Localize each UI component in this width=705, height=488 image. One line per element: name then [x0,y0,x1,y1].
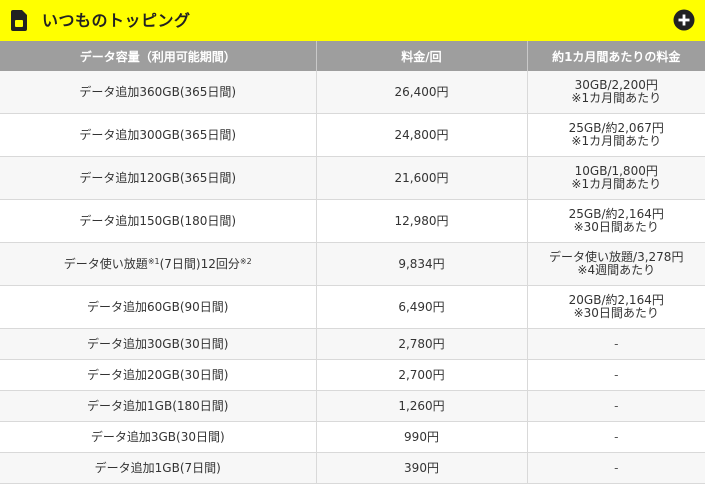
monthly-note: ※30日間あたり [573,220,659,234]
cell-price: 12,980円 [316,199,528,243]
cell-monthly: データ使い放題/3,278円 ※4週間あたり [527,242,705,286]
cell-monthly: - [527,421,705,453]
cell-capacity: データ追加120GB(365日間) [0,156,317,200]
cell-capacity: データ追加360GB(365日間) [0,71,317,114]
cell-price: 1,260円 [316,390,528,422]
cell-capacity: データ追加300GB(365日間) [0,113,317,157]
cell-capacity: データ追加3GB(30日間) [0,421,317,453]
sim-card-icon [11,10,27,31]
cell-monthly: - [527,390,705,422]
cell-monthly: - [527,452,705,484]
monthly-note: ※30日間あたり [573,306,659,320]
plus-circle-icon[interactable] [673,9,695,31]
monthly-note: ※1カ月間あたり [571,91,662,105]
table-row: データ追加120GB(365日間) 21,600円 10GB/1,800円 ※1カ… [0,156,705,200]
table-row: データ追加20GB(30日間) 2,700円 - [0,359,705,391]
table-row: データ追加30GB(30日間) 2,780円 - [0,328,705,360]
footnote-mark: ※1 [147,256,160,266]
monthly-note: ※4週間あたり [577,263,656,277]
cell-price: 24,800円 [316,113,528,157]
cell-price: 2,700円 [316,359,528,391]
cell-capacity: データ追加1GB(7日間) [0,452,317,484]
cell-price: 6,490円 [316,285,528,329]
monthly-price: 25GB/約2,164円 [568,207,664,221]
pricing-table: データ容量（利用可能期間） 料金/回 約1カ月間あたりの料金 データ追加360G… [0,41,705,484]
cell-capacity: データ追加1GB(180日間) [0,390,317,422]
table-header-row: データ容量（利用可能期間） 料金/回 約1カ月間あたりの料金 [0,41,705,71]
table-row: データ追加3GB(30日間) 990円 - [0,421,705,453]
cell-capacity: データ追加150GB(180日間) [0,199,317,243]
monthly-price: データ使い放題/3,278円 [549,250,684,264]
cell-price: 2,780円 [316,328,528,360]
monthly-price: 25GB/約2,067円 [568,121,664,135]
monthly-price: 20GB/約2,164円 [568,293,664,307]
cell-monthly: - [527,328,705,360]
capacity-label: データ使い放題 [63,256,148,271]
table-row: データ追加360GB(365日間) 26,400円 30GB/2,200円 ※1カ… [0,71,705,114]
table-row: データ追加300GB(365日間) 24,800円 25GB/約2,067円 ※1… [0,113,705,157]
table-row: データ追加150GB(180日間) 12,980円 25GB/約2,164円 ※3… [0,199,705,243]
monthly-price: 30GB/2,200円 [574,78,658,92]
column-header-price: 料金/回 [316,41,528,71]
table-row: データ追加1GB(180日間) 1,260円 - [0,390,705,422]
cell-monthly: 25GB/約2,164円 ※30日間あたり [527,199,705,243]
cell-price: 9,834円 [316,242,528,286]
capacity-label-suffix: (7日間)12回分 [159,256,240,271]
cell-monthly: 10GB/1,800円 ※1カ月間あたり [527,156,705,200]
table-row: データ追加1GB(7日間) 390円 - [0,452,705,484]
cell-price: 21,600円 [316,156,528,200]
footnote-mark: ※2 [239,256,252,266]
cell-monthly: 20GB/約2,164円 ※30日間あたり [527,285,705,329]
monthly-note: ※1カ月間あたり [571,134,662,148]
cell-price: 990円 [316,421,528,453]
cell-monthly: - [527,359,705,391]
table-row: データ追加60GB(90日間) 6,490円 20GB/約2,164円 ※30日間… [0,285,705,329]
cell-capacity: データ追加30GB(30日間) [0,328,317,360]
column-header-capacity: データ容量（利用可能期間） [0,41,317,71]
cell-price: 26,400円 [316,71,528,114]
cell-capacity: データ使い放題※1(7日間)12回分※2 [0,242,317,286]
section-title: いつものトッピング [42,11,191,30]
cell-capacity: データ追加60GB(90日間) [0,285,317,329]
section-header[interactable]: いつものトッピング [0,0,705,41]
monthly-note: ※1カ月間あたり [571,177,662,191]
monthly-price: 10GB/1,800円 [574,164,658,178]
cell-monthly: 30GB/2,200円 ※1カ月間あたり [527,71,705,114]
cell-capacity: データ追加20GB(30日間) [0,359,317,391]
column-header-monthly: 約1カ月間あたりの料金 [527,41,705,71]
cell-monthly: 25GB/約2,067円 ※1カ月間あたり [527,113,705,157]
table-row: データ使い放題※1(7日間)12回分※2 9,834円 データ使い放題/3,27… [0,242,705,286]
cell-price: 390円 [316,452,528,484]
